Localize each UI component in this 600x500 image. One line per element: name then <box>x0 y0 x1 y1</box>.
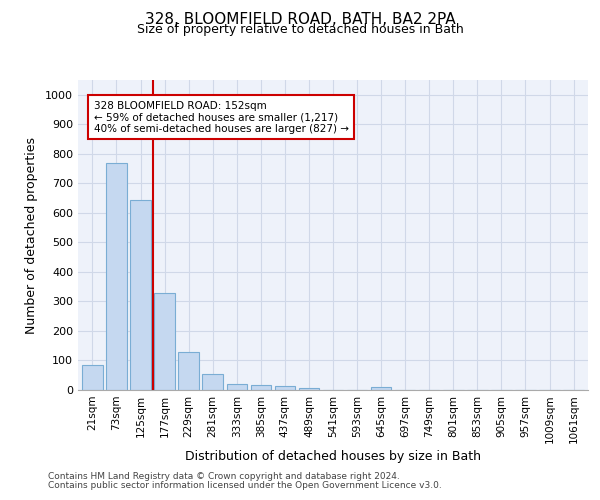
Text: Contains public sector information licensed under the Open Government Licence v3: Contains public sector information licen… <box>48 481 442 490</box>
Text: Contains HM Land Registry data © Crown copyright and database right 2024.: Contains HM Land Registry data © Crown c… <box>48 472 400 481</box>
Bar <box>154 292 175 390</box>
Bar <box>371 387 391 390</box>
Text: Size of property relative to detached houses in Bath: Size of property relative to detached ho… <box>137 22 463 36</box>
Text: 328 BLOOMFIELD ROAD: 152sqm
← 59% of detached houses are smaller (1,217)
40% of : 328 BLOOMFIELD ROAD: 152sqm ← 59% of det… <box>94 100 349 134</box>
Bar <box>130 200 151 390</box>
Bar <box>82 366 103 390</box>
Text: 328, BLOOMFIELD ROAD, BATH, BA2 2PA: 328, BLOOMFIELD ROAD, BATH, BA2 2PA <box>145 12 455 28</box>
X-axis label: Distribution of detached houses by size in Bath: Distribution of detached houses by size … <box>185 450 481 464</box>
Y-axis label: Number of detached properties: Number of detached properties <box>25 136 38 334</box>
Bar <box>275 386 295 390</box>
Bar <box>106 162 127 390</box>
Bar <box>178 352 199 390</box>
Bar <box>202 374 223 390</box>
Bar <box>251 385 271 390</box>
Bar <box>227 384 247 390</box>
Bar <box>299 388 319 390</box>
